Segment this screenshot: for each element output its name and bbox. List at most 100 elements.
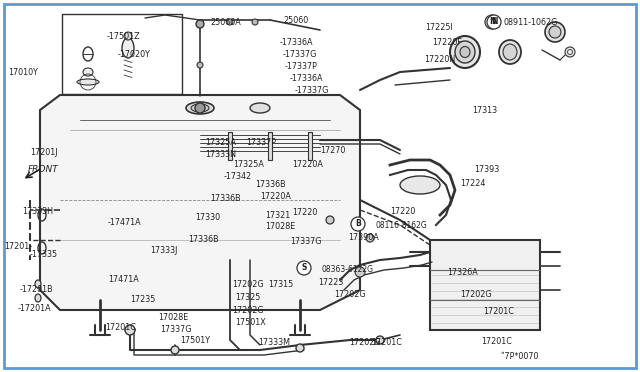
Text: 17201C: 17201C: [483, 307, 514, 316]
Text: 08116-8162G: 08116-8162G: [376, 221, 428, 230]
Text: 17235: 17235: [130, 295, 156, 304]
Text: 17201C: 17201C: [371, 338, 402, 347]
Text: 17326A: 17326A: [447, 268, 477, 277]
Ellipse shape: [455, 41, 475, 63]
Circle shape: [565, 47, 575, 57]
Bar: [62, 14, 182, 94]
Text: 08911-1062G: 08911-1062G: [504, 18, 558, 27]
Text: -17342: -17342: [224, 172, 252, 181]
Circle shape: [545, 22, 565, 42]
Text: 17325: 17325: [235, 293, 260, 302]
Circle shape: [326, 216, 334, 224]
Text: 17220N: 17220N: [424, 55, 455, 64]
Text: 25060A: 25060A: [210, 18, 241, 27]
Text: -17201B: -17201B: [20, 285, 54, 294]
Ellipse shape: [35, 280, 41, 288]
Text: -17020Y: -17020Y: [118, 50, 151, 59]
Polygon shape: [40, 95, 360, 310]
Text: 17220A: 17220A: [260, 192, 291, 201]
Bar: [268, 132, 272, 160]
Ellipse shape: [83, 68, 93, 76]
Text: 17321: 17321: [265, 211, 291, 220]
Text: 17202G: 17202G: [460, 290, 492, 299]
Text: 17471A: 17471A: [108, 275, 139, 284]
Ellipse shape: [122, 38, 134, 58]
Text: -17471A: -17471A: [108, 218, 141, 227]
Text: 17315: 17315: [268, 280, 293, 289]
Text: 17336B: 17336B: [188, 235, 219, 244]
Text: 17330: 17330: [195, 213, 220, 222]
Ellipse shape: [250, 103, 270, 113]
Text: 17202G: 17202G: [334, 290, 365, 299]
Text: 17201J: 17201J: [30, 148, 58, 157]
Text: -17337P: -17337P: [285, 62, 318, 71]
Circle shape: [366, 234, 374, 242]
Circle shape: [195, 103, 205, 113]
Circle shape: [297, 261, 311, 275]
Circle shape: [197, 62, 203, 68]
Text: 17010Y: 17010Y: [8, 68, 38, 77]
Text: FRONT: FRONT: [28, 165, 59, 174]
Text: 25060: 25060: [283, 16, 308, 25]
Circle shape: [196, 20, 204, 28]
Text: 17223: 17223: [318, 278, 344, 287]
Circle shape: [171, 346, 179, 354]
Text: -17337G: -17337G: [283, 50, 317, 59]
Text: 17028E: 17028E: [265, 222, 295, 231]
Text: -17335: -17335: [30, 250, 58, 259]
Text: 08363-6122G: 08363-6122G: [322, 265, 374, 274]
Text: S: S: [301, 263, 307, 273]
Text: 17333N: 17333N: [205, 150, 236, 159]
Text: 17270: 17270: [320, 146, 346, 155]
Text: -17336A: -17336A: [290, 74, 323, 83]
Text: 17325A: 17325A: [205, 138, 236, 147]
Text: 17220: 17220: [292, 208, 317, 217]
Text: 17224: 17224: [460, 179, 485, 188]
Text: 17336B: 17336B: [255, 180, 285, 189]
Bar: [228, 132, 232, 160]
Circle shape: [124, 32, 132, 40]
Ellipse shape: [400, 176, 440, 194]
Text: ʹʹ7P*0070: ʹʹ7P*0070: [500, 352, 538, 361]
Circle shape: [296, 344, 304, 352]
Ellipse shape: [77, 79, 99, 85]
Text: 17333H: 17333H: [22, 207, 53, 216]
Ellipse shape: [503, 44, 517, 60]
Circle shape: [125, 325, 135, 335]
Bar: [308, 132, 312, 160]
Circle shape: [355, 267, 365, 277]
Text: 17501Y: 17501Y: [180, 336, 210, 345]
Ellipse shape: [460, 46, 470, 58]
Text: 17028E: 17028E: [158, 313, 188, 322]
Text: 17202G: 17202G: [232, 306, 264, 315]
Circle shape: [351, 217, 365, 231]
Text: 17225I: 17225I: [425, 23, 452, 32]
Text: 17201C: 17201C: [105, 323, 136, 332]
Text: N: N: [491, 17, 497, 26]
Circle shape: [376, 336, 384, 344]
Text: 17337G: 17337G: [160, 325, 191, 334]
Text: -17337G: -17337G: [295, 86, 330, 95]
Bar: [430, 240, 540, 330]
Text: 17202G: 17202G: [349, 338, 381, 347]
Circle shape: [227, 19, 233, 25]
Ellipse shape: [191, 104, 209, 112]
Text: 17313: 17313: [472, 106, 497, 115]
Ellipse shape: [450, 36, 480, 68]
Text: 17333M: 17333M: [258, 338, 290, 347]
Text: 17336B: 17336B: [210, 194, 241, 203]
Text: -17501Z: -17501Z: [107, 32, 141, 41]
Text: 17220A: 17220A: [292, 160, 323, 169]
Circle shape: [487, 15, 501, 29]
Circle shape: [252, 19, 258, 25]
Text: 17202G: 17202G: [232, 280, 264, 289]
Ellipse shape: [35, 294, 41, 302]
Text: 17390A: 17390A: [348, 233, 379, 242]
Text: 17201-: 17201-: [4, 242, 32, 251]
Text: -17201A: -17201A: [18, 304, 52, 313]
Text: 17337P: 17337P: [246, 138, 276, 147]
Text: -17336A: -17336A: [280, 38, 314, 47]
Text: N: N: [489, 17, 495, 26]
Text: 17325A: 17325A: [233, 160, 264, 169]
Text: 17220F: 17220F: [432, 38, 462, 47]
